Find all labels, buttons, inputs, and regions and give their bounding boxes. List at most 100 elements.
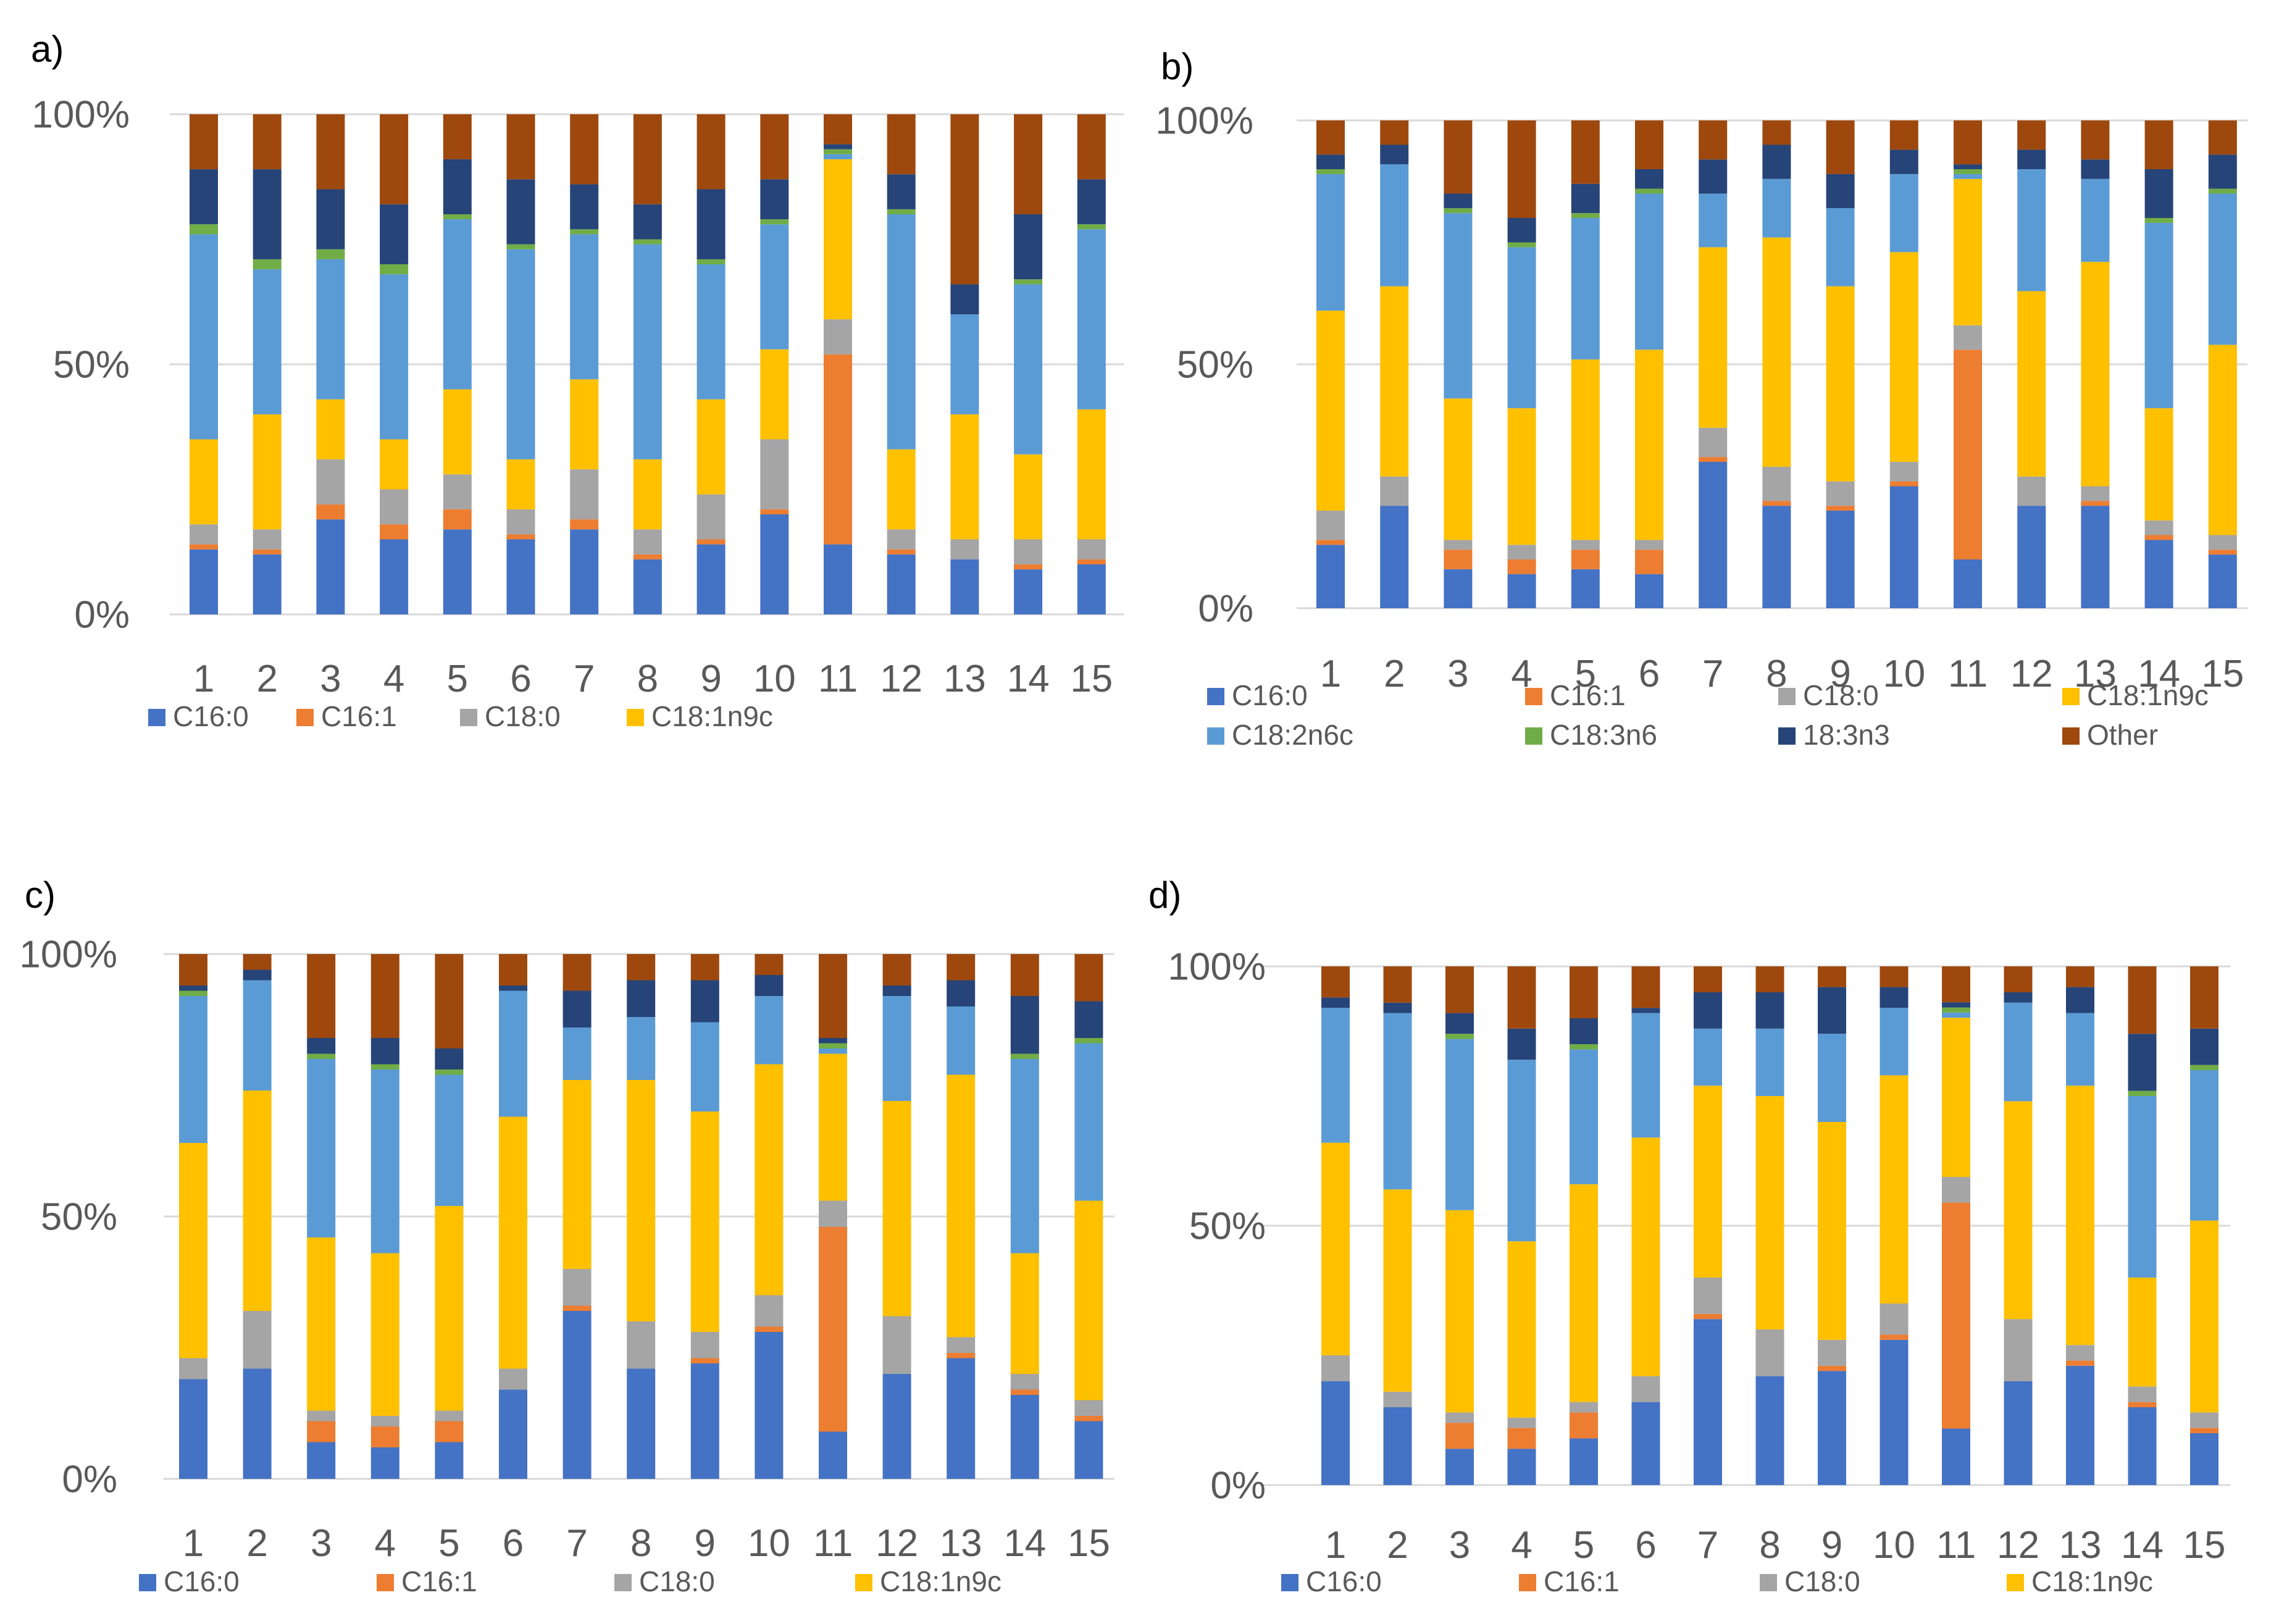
bar-segment-18-3n3: [2066, 987, 2094, 1013]
x-tick-label: 13: [2059, 1524, 2102, 1567]
bar-segment-c18-1n9c: [1889, 252, 1918, 462]
bar-segment-18-3n3: [1380, 144, 1409, 165]
bar-segment-18-3n3: [435, 1048, 464, 1069]
bar-segment-other: [499, 954, 527, 986]
bar-segment-18-3n3: [1445, 1013, 1474, 1034]
bar-segment-c18-0: [562, 1269, 592, 1306]
x-tick-label: 6: [510, 658, 531, 700]
bar-segment-18-3n3: [1699, 159, 1728, 194]
bar-segment-c18-2n6c: [1321, 1008, 1350, 1143]
legend-item-c18-0: C18:0: [460, 700, 561, 732]
x-tick-label: 10: [753, 658, 796, 700]
bar-segment-18-3n3: [1694, 992, 1722, 1029]
x-tick-label: 6: [1639, 653, 1660, 695]
bar-segment-c18-2n6c: [370, 1069, 399, 1254]
bar-segment-c18-3n6: [824, 149, 852, 154]
bar-segment-c16-0: [1077, 564, 1106, 614]
bar-segment-c16-1: [2144, 535, 2173, 540]
bar-segment-c18-0: [1380, 476, 1409, 506]
bar-segment-c18-2n6c: [443, 219, 472, 390]
bar-segment-18-3n3: [380, 204, 409, 264]
bar-segment-c18-2n6c: [1383, 1013, 1412, 1190]
bar-segment-c16-1: [696, 539, 726, 545]
bar-segment-c16-0: [1818, 1371, 1846, 1485]
bar-segment-c18-0: [190, 524, 218, 545]
bar-segment-c16-1: [1074, 1416, 1103, 1421]
bar-segment-18-3n3: [1077, 179, 1106, 225]
bar-segment-c16-0: [370, 1447, 399, 1479]
x-axis-ticks: 1 2 3 4 5 6 7 8 9 10 11 12 13 14 15: [1320, 653, 2244, 695]
bar-segment-18-3n3: [696, 189, 726, 259]
legend-swatch: [2007, 1574, 2024, 1591]
bar-segment-c16-0: [1762, 506, 1791, 608]
legend-item-c18-0: C18:0: [614, 1565, 715, 1597]
x-tick-label: 11: [818, 658, 858, 700]
bar-segment-c18-1n9c: [760, 349, 789, 440]
bar-segment-c18-2n6c: [506, 249, 535, 459]
bar-segment-c16-1: [1014, 564, 1043, 570]
bar-segment-18-3n3: [1571, 183, 1600, 214]
bar-segment-c18-1n9c: [2208, 345, 2237, 535]
bar-segment-c16-0: [1445, 1449, 1474, 1485]
panel-a: a) 0% 50% 100% 1 2 3 4 5 6 7 8 9 10 11 12 13 14 15 C16…: [31, 28, 1124, 732]
bar-segment-c18-1n9c: [824, 159, 852, 320]
bar-segment-c18-3n6: [1954, 169, 1982, 174]
y-tick-label: 0%: [1198, 588, 1253, 630]
bar-segment-c18-0: [1954, 325, 1982, 350]
x-tick-label: 5: [1575, 653, 1596, 695]
bar-segment-c18-0: [1826, 481, 1855, 506]
bar-segment-c18-1n9c: [179, 1143, 207, 1358]
bar-segment-c18-1n9c: [2128, 1278, 2157, 1387]
x-tick-label: 9: [700, 658, 721, 700]
panel-label: d): [1148, 874, 1181, 916]
bar-segment-c18-2n6c: [2017, 169, 2046, 291]
legend-item-c18-1n9c: C18:1n9c: [627, 700, 773, 732]
x-tick-label: 2: [256, 658, 277, 700]
bar-segment-c18-2n6c: [380, 274, 409, 440]
bar-segment-18-3n3: [1942, 1002, 1970, 1008]
bar-segment-c18-1n9c: [1321, 1142, 1350, 1355]
x-tick-label: 3: [320, 658, 341, 700]
bar-segment-18-3n3: [1014, 214, 1043, 280]
bar-segment-18-3n3: [370, 1038, 399, 1065]
bar-segment-other: [1507, 120, 1536, 218]
bar-segment-c18-1n9c: [1316, 311, 1345, 511]
bar-segment-other: [1699, 120, 1728, 160]
bar-segment-c16-0: [2208, 555, 2237, 608]
panel-c: c) 0% 50% 100% 1 2 3 4 5 6 7 8 9 10 11 12 13 14 15 C16…: [19, 874, 1114, 1597]
legend-swatch: [614, 1574, 632, 1591]
x-tick-label: 3: [1447, 653, 1468, 695]
legend-swatch: [1760, 1574, 1777, 1591]
legend-item-c18-1n9c: C18:1n9c: [2007, 1565, 2153, 1597]
bar-segment-c18-3n6: [1570, 1044, 1598, 1050]
x-tick-label: 15: [2201, 653, 2244, 695]
bar-segment-18-3n3: [1507, 1028, 1536, 1060]
bar-segment-18-3n3: [562, 990, 592, 1028]
bar-segment-c18-2n6c: [243, 980, 272, 1090]
bar-segment-c18-1n9c: [1383, 1189, 1412, 1392]
x-tick-label: 5: [447, 658, 468, 700]
x-tick-label: 13: [940, 1522, 982, 1565]
x-tick-label: 1: [193, 658, 214, 700]
legend-label: C16:1: [321, 700, 397, 732]
x-tick-label: 1: [1325, 1524, 1346, 1567]
bar-segment-c18-0: [755, 1295, 784, 1327]
x-tick-label: 8: [630, 1522, 651, 1565]
bar-segment-c16-1: [819, 1227, 847, 1432]
bar-segment-c16-1: [1954, 349, 1982, 559]
bar-segment-18-3n3: [947, 980, 976, 1007]
bar-segment-c18-1n9c: [370, 1253, 399, 1416]
bar-segment-c18-0: [1316, 511, 1345, 540]
bar-segment-c18-0: [819, 1200, 847, 1227]
bar-segment-other: [947, 954, 976, 981]
bar-segment-c18-0: [2190, 1412, 2218, 1428]
bar-segment-18-3n3: [2190, 1028, 2218, 1065]
legend-swatch: [1778, 688, 1796, 705]
bar-segment-c18-2n6c: [1570, 1049, 1598, 1184]
bar-segment-18-3n3: [2017, 149, 2046, 169]
x-tick-label: 3: [311, 1522, 332, 1565]
bar-segment-other: [307, 954, 336, 1038]
bar-segment-other: [755, 954, 784, 975]
bar-segment-18-3n3: [307, 1038, 336, 1054]
bar-segment-c18-2n6c: [1889, 174, 1918, 253]
